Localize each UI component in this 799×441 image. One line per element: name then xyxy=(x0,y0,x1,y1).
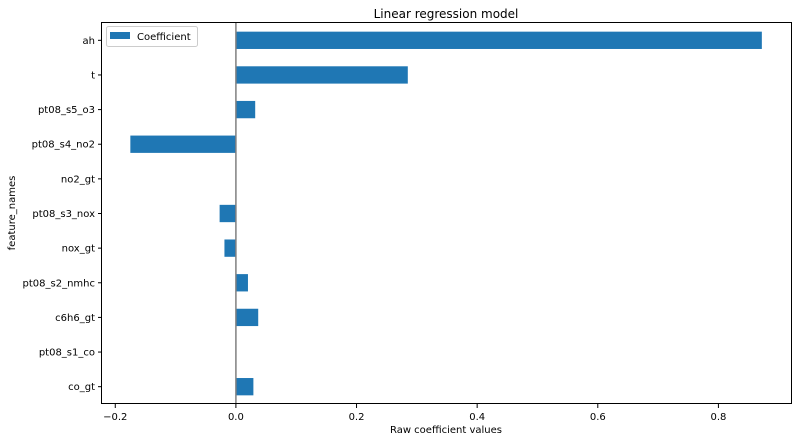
legend-label-coefficient: Coefficient xyxy=(137,32,191,43)
x-tick-label: 0.0 xyxy=(228,412,244,423)
bar-pt08_s2_nmhc xyxy=(235,274,248,292)
x-tick-label: 0.8 xyxy=(710,412,726,423)
y-axis: co_gt pt08_s1_co c6h6_gt pt08_s2_nmhc nox_gt… xyxy=(23,36,102,393)
bar-nox_gt xyxy=(224,239,236,257)
legend-frame xyxy=(106,26,198,47)
bar-pt08_s4_no2 xyxy=(130,135,236,153)
y-tick-label: c6h6_gt xyxy=(55,313,95,324)
legend-swatch-coefficient xyxy=(110,32,130,39)
y-tick-label: ah xyxy=(83,36,95,47)
x-tick-label: 0.4 xyxy=(469,412,485,423)
y-tick-label: pt08_s4_no2 xyxy=(32,140,95,151)
bar-pt08_s3_nox xyxy=(219,204,236,223)
plot-area-frame xyxy=(101,22,792,404)
y-tick-label: no2_gt xyxy=(61,174,95,185)
legend: Coefficient xyxy=(106,26,198,47)
x-tick-label: 0.6 xyxy=(590,412,606,423)
y-tick-label: pt08_s3_nox xyxy=(32,209,95,220)
y-tick-label: pt08_s2_nmhc xyxy=(23,278,95,289)
bar-c6h6_gt xyxy=(235,308,259,327)
bar-t xyxy=(235,66,408,84)
x-axis: −0.2 0.0 0.2 0.4 0.6 0.8 xyxy=(103,404,726,423)
x-tick-label: −0.2 xyxy=(103,412,127,423)
chart-title: Linear regression model xyxy=(374,7,519,21)
y-tick-label: pt08_s5_o3 xyxy=(38,105,95,116)
bar-co_gt xyxy=(235,378,254,396)
y-tick-label: co_gt xyxy=(68,382,95,393)
y-axis-label: feature_names xyxy=(7,176,18,251)
bar-pt08_s5_o3 xyxy=(235,100,256,119)
y-tick-label: nox_gt xyxy=(62,244,95,255)
x-tick-label: 0.2 xyxy=(349,412,365,423)
y-tick-label: pt08_s1_co xyxy=(39,348,95,359)
y-tick-label: t xyxy=(91,70,95,81)
x-axis-label: Raw coefficient values xyxy=(390,425,502,436)
bars-group xyxy=(130,31,762,396)
bar-ah xyxy=(235,31,762,49)
